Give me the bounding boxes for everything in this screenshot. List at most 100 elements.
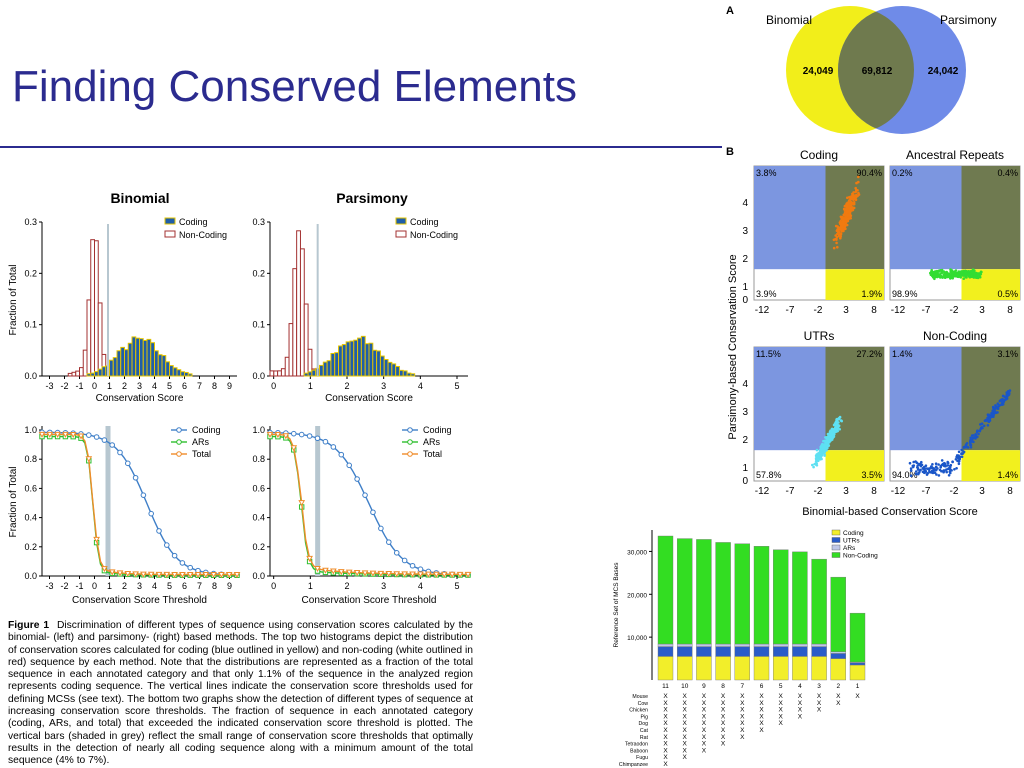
- scatter-point: [848, 206, 851, 210]
- scatter-point: [964, 269, 968, 273]
- curve-x-tick-label: -3: [45, 581, 53, 591]
- scatter-point: [848, 198, 852, 201]
- scatter-point: [953, 468, 956, 471]
- coding-curve-point: [338, 451, 345, 458]
- species-mark: X: [663, 707, 668, 714]
- species-label: Baboon: [630, 748, 648, 754]
- scatter-point: [823, 444, 827, 447]
- scatter-point: [970, 271, 974, 274]
- total-curve-point: [409, 571, 416, 578]
- scatter-point: [959, 276, 962, 279]
- bar-segment-ars: [753, 643, 770, 647]
- total-curve-point: [401, 571, 408, 578]
- scatter-point: [924, 464, 928, 468]
- scatter-point: [998, 399, 1002, 403]
- coding-curve-point: [290, 430, 297, 437]
- curve-y-tick-label: 0.8: [252, 454, 265, 464]
- scatter-point: [837, 424, 841, 428]
- scatter-point: [848, 204, 851, 207]
- scatter-point: [978, 429, 982, 433]
- scatter-y-tick: 0: [742, 295, 748, 306]
- total-curve-point: [353, 569, 361, 577]
- scatter-point: [934, 465, 938, 469]
- scatter-point: [976, 273, 980, 276]
- noncoding-bar: [82, 349, 88, 377]
- bar-segment-coding: [657, 656, 674, 681]
- title-divider: [0, 146, 722, 148]
- scatter-point: [937, 463, 940, 466]
- species-mark: X: [663, 700, 668, 707]
- total-curve-point: [179, 571, 186, 579]
- scatter-point: [909, 474, 913, 478]
- species-mark: X: [663, 747, 668, 754]
- hist-x-tick-label: 7: [197, 381, 202, 391]
- scatter-point: [956, 454, 960, 458]
- scatter-point: [951, 276, 954, 280]
- species-mark: X: [721, 727, 726, 734]
- bar-category-label: 6: [760, 683, 764, 690]
- scatter-y-tick: 4: [742, 198, 748, 209]
- bar-segment-coding: [830, 658, 847, 681]
- species-mark: X: [836, 693, 841, 700]
- scatter-point: [914, 460, 917, 463]
- species-mark: X: [817, 700, 822, 707]
- scatter-point: [928, 470, 931, 473]
- scatter-point: [977, 432, 980, 436]
- coding-curve-point: [417, 566, 424, 573]
- quad-pct-ul: 11.5%: [756, 349, 781, 359]
- scatter-point: [1005, 391, 1008, 394]
- species-mark: X: [759, 707, 764, 714]
- curve-legend-label: Coding: [192, 425, 221, 435]
- scatter-x-tick: -12: [891, 305, 906, 316]
- scatter-x-tick: -7: [786, 305, 795, 316]
- bar-segment-non-coding: [676, 538, 693, 645]
- scatter-point: [917, 462, 921, 466]
- scatter-point: [914, 470, 918, 473]
- coding-curve-point: [362, 492, 368, 498]
- total-curve-point: [108, 569, 116, 576]
- species-mark: X: [740, 727, 745, 734]
- scatter-point: [967, 273, 970, 277]
- venn-right-label: Parsimony: [940, 13, 997, 27]
- bar-segment-ars: [792, 643, 808, 647]
- curve-x-tick-label: 7: [197, 581, 202, 591]
- scatter-point: [844, 217, 847, 221]
- scatter-point: [838, 417, 841, 420]
- scatter-point: [851, 207, 854, 210]
- bar-category-label: 9: [702, 683, 706, 690]
- hist-x-tick-label: 9: [227, 381, 232, 391]
- hist-x-label-0: Conservation Score: [96, 393, 184, 404]
- scatter-point: [825, 436, 829, 440]
- scatter-point: [856, 189, 859, 192]
- species-label: Mouse: [632, 694, 648, 700]
- coding-bar: [131, 336, 137, 377]
- noncoding-bar: [288, 323, 294, 377]
- scatter-point: [911, 464, 915, 468]
- bar-segment-utrs: [811, 646, 827, 657]
- coding-bar: [334, 352, 340, 377]
- curve-legend-marker: [407, 451, 413, 457]
- scatter-point: [834, 234, 837, 237]
- curve-y-tick-label: 0.2: [252, 542, 265, 552]
- bar-segment-utrs: [696, 646, 712, 657]
- scatter-point: [839, 236, 842, 240]
- scatter-point: [815, 464, 819, 467]
- scatter-point: [944, 462, 947, 466]
- total-curve-point: [425, 571, 432, 578]
- coding-bar: [135, 337, 140, 377]
- total-curve-point: [62, 431, 69, 438]
- species-mark: X: [855, 693, 860, 700]
- scatter-y-label: Parsimony-based Conservation Score: [727, 254, 739, 439]
- coding-curve-point: [306, 433, 313, 439]
- hist-x-tick-label: -1: [75, 381, 83, 391]
- species-label: Rat: [640, 735, 649, 741]
- quad-pct-lr: 1.4%: [997, 470, 1018, 480]
- scatter-point: [971, 268, 975, 271]
- scatter-point: [846, 196, 849, 200]
- coding-curve-point: [156, 528, 162, 534]
- species-mark: X: [663, 693, 668, 700]
- scatter-point: [982, 424, 986, 428]
- hist-x-label-1: Conservation Score: [325, 393, 413, 404]
- quad-upper-right: [961, 347, 1020, 451]
- bar-segment-coding: [715, 656, 731, 681]
